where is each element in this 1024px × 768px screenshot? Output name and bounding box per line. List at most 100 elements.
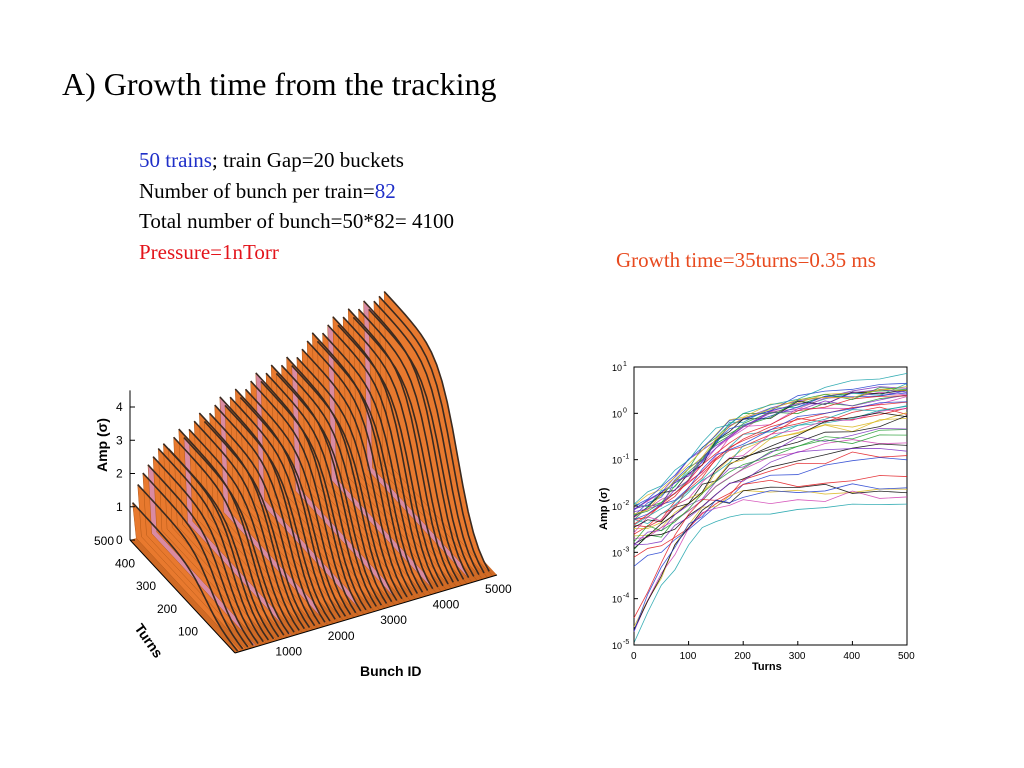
line-series (633, 434, 908, 543)
surface-ridge-crest (229, 396, 336, 620)
surface-ridge-crest (378, 295, 485, 574)
line-x-tick-label: 500 (898, 651, 915, 662)
surface-y-tick-label: 300 (136, 579, 156, 593)
line-series (633, 395, 908, 525)
line-xlabel: Turns (752, 661, 782, 673)
surface-ridge-crest (347, 308, 454, 583)
line-y-tick-label: 10 (612, 595, 622, 605)
surface-ridge-crest (383, 290, 490, 572)
surface-fill (130, 290, 497, 653)
surface-ridge-crest (342, 316, 449, 585)
surface-ridge-crest (373, 300, 480, 576)
surface-ridge-crest (296, 356, 403, 600)
line-y-tick-exponent: 0 (623, 407, 627, 414)
line-series (633, 405, 908, 525)
surface-ridge-crest (368, 308, 475, 577)
surface-ridge-crest (224, 404, 331, 622)
surface-ridge-crest (198, 412, 305, 630)
surface-ridge-crest (142, 472, 249, 648)
line-series (633, 418, 908, 537)
surface-x-tick-label: 4000 (433, 598, 460, 612)
surface-ridge-crest (183, 436, 290, 635)
line-x-tick-label: 100 (680, 651, 697, 662)
surface-ridge-crest (244, 388, 352, 616)
surface-ridge-crest (137, 483, 244, 650)
surface-ridge-crest (234, 388, 341, 618)
trains-line: 50 trains; train Gap=20 buckets (139, 145, 454, 176)
surface-ridge-crest (131, 502, 239, 652)
line-series (633, 503, 908, 644)
line-series (633, 412, 908, 528)
surface-ridge-crest (265, 372, 372, 609)
line-series (633, 386, 908, 506)
line-series (633, 386, 908, 511)
line-series (633, 475, 908, 619)
surface-x-tick-label: 1000 (275, 644, 302, 658)
surface-ridge-crest (209, 412, 316, 627)
surface-ridge-crest (219, 396, 326, 623)
surface-ridge-crest (357, 308, 465, 580)
surface-ridge-crest (147, 464, 254, 646)
growth-time-note: Growth time=35turns=0.35 ms (616, 248, 876, 272)
surface-z-tick-label: 0 (116, 533, 123, 547)
line-x-tick-label: 200 (734, 651, 751, 662)
total-bunch-line: Total number of bunch=50*82= 4100 (139, 209, 454, 233)
surface-y-tick-label: 400 (115, 557, 135, 571)
line-y-tick-exponent: -5 (623, 639, 629, 646)
surface-x-tick-label: 2000 (328, 629, 355, 643)
surface-ridge-crest (306, 340, 413, 596)
line-y-tick-exponent: 1 (623, 361, 627, 368)
surface-ridge-crest (250, 380, 357, 614)
surface-x-tick-label: 5000 (485, 582, 512, 596)
surface-xlabel: Bunch ID (360, 663, 421, 679)
bunch-per-train-line: Number of bunch per train=82 (139, 176, 454, 207)
surface-ridge-crest (286, 356, 393, 603)
line-series-group (633, 372, 908, 644)
trains-count: 50 trains (139, 148, 212, 172)
line-y-tick-exponent: -1 (623, 454, 629, 461)
line-y-tick-exponent: -3 (623, 546, 629, 553)
surface-ridge-crest (280, 364, 388, 604)
line-series (633, 439, 908, 539)
bunch-per-train-label: Number of bunch per train= (139, 178, 375, 203)
line-series (633, 401, 908, 520)
line-y-tick-label: 10 (612, 456, 622, 466)
line-x-tick-label: 0 (631, 651, 637, 662)
line-x-tick-label: 300 (789, 651, 806, 662)
surface-ridge-crest (255, 372, 362, 612)
line-series (633, 483, 908, 632)
surface-z-tick-label: 3 (116, 433, 123, 447)
bunch-per-train-value: 82 (374, 178, 396, 203)
surface-ridge-crest (173, 436, 280, 638)
surface-ridge-crest (203, 420, 311, 628)
surface-ridge-crest (337, 324, 444, 587)
surface-x-tick-label: 3000 (380, 613, 407, 627)
surface-ridge-crest (270, 364, 377, 607)
line-series (633, 451, 908, 558)
slide-title: A) Growth time from the tracking (62, 66, 497, 102)
surface-ridge-crest (363, 300, 470, 578)
surface-ridges (131, 290, 490, 652)
line-series (633, 389, 908, 509)
surface-z-tick-label: 4 (116, 400, 123, 414)
line-y-tick-exponent: -4 (623, 593, 629, 600)
surface-ridge-crest (301, 348, 408, 598)
surface-ridge-crest (275, 372, 383, 606)
train-gap: ; train Gap=20 buckets (211, 148, 404, 172)
line-series (633, 483, 908, 630)
line-y-tick-label: 10 (612, 548, 622, 558)
line-y-tick-label: 10 (612, 502, 622, 512)
surface-ridge-crest (167, 448, 275, 640)
surface-ridge-crest (291, 365, 398, 601)
surface-y-axis (129, 539, 236, 654)
surface-ridge-crest (260, 380, 367, 611)
surface-y-tick-label: 500 (94, 534, 114, 548)
surface-ridge-crest (327, 324, 434, 590)
line-series (633, 388, 908, 515)
surface-ridge-crest (214, 404, 321, 625)
surface-z-tick-label: 2 (116, 467, 123, 481)
